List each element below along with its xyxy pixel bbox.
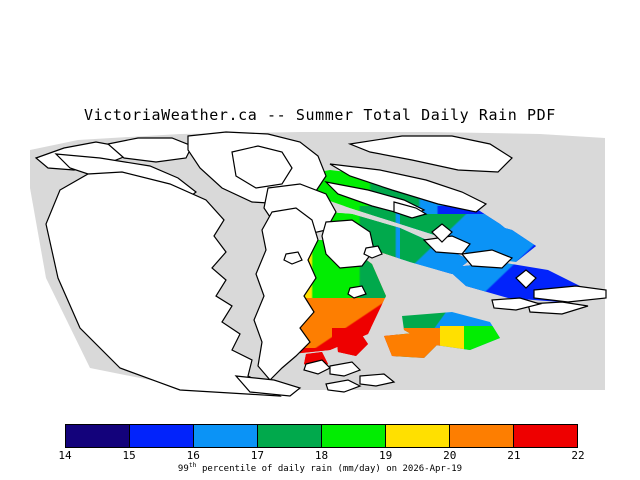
land-east-channel-2	[460, 249, 514, 269]
colorbar-segment-20-21[interactable]	[450, 425, 514, 447]
colorbar-tick-14: 14	[58, 449, 72, 462]
landmass-group	[34, 131, 607, 397]
colorbar-tick-21: 21	[507, 449, 521, 462]
colorbar-segment-15-16[interactable]	[130, 425, 194, 447]
page-title: VictoriaWeather.ca -- Summer Total Daily…	[84, 106, 556, 124]
land-east-spit	[533, 285, 607, 303]
land-islet-4	[303, 359, 332, 375]
colorbar-tick-17: 17	[250, 449, 264, 462]
land-diamond-marker-2	[515, 269, 537, 289]
colorbar-caption-superscript: th	[188, 461, 197, 469]
colorbar-segment-14-15[interactable]	[66, 425, 130, 447]
land-islet-2	[363, 245, 383, 259]
land-south-coast	[234, 375, 302, 397]
colorbar-caption-suffix: percentile of daily rain (mm/day) on 202…	[196, 464, 463, 474]
land-central-peninsula	[253, 207, 319, 381]
land-diamond-marker-1	[431, 223, 453, 243]
land-east-tip	[491, 297, 543, 311]
colorbar-segment-16-17[interactable]	[194, 425, 258, 447]
land-main-island	[45, 171, 282, 397]
land-south-islet-2	[359, 373, 396, 387]
land-islet-3	[347, 285, 367, 299]
colorbar-segment-18-19[interactable]	[322, 425, 386, 447]
colorbar-caption-prefix: 99	[177, 464, 189, 474]
land-north-inner-island	[231, 145, 293, 189]
land-central-island	[321, 219, 375, 269]
colorbar-tick-22: 22	[571, 449, 585, 462]
colorbar-tick-19: 19	[379, 449, 393, 462]
colorbar[interactable]	[65, 424, 578, 448]
colorbar-tick-16: 16	[186, 449, 200, 462]
land-ne-spit	[329, 163, 488, 213]
colorbar-tick-20: 20	[443, 449, 457, 462]
colorbar-caption: 99th percentile of daily rain (mm/day) o…	[0, 461, 640, 474]
land-islet-1	[283, 251, 303, 265]
colorbar-tick-15: 15	[122, 449, 136, 462]
land-ne-peninsula	[347, 135, 513, 173]
colorbar-segment-19-20[interactable]	[386, 425, 450, 447]
colorbar-block: 14 15 16 17 18 19 20 21 22 99th percentile of da…	[0, 424, 640, 480]
colorbar-segment-21-22[interactable]	[514, 425, 577, 447]
map-svg	[30, 131, 607, 397]
land-islet-5	[329, 361, 362, 377]
land-east-spit-2	[527, 301, 589, 315]
land-south-islet	[325, 379, 362, 393]
colorbar-segment-17-18[interactable]	[258, 425, 322, 447]
colorbar-tick-labels: 14 15 16 17 18 19 20 21 22	[0, 449, 640, 463]
land-ne-tiny-island	[393, 201, 428, 219]
map-canvas	[0, 128, 640, 400]
colorbar-tick-18: 18	[314, 449, 329, 462]
